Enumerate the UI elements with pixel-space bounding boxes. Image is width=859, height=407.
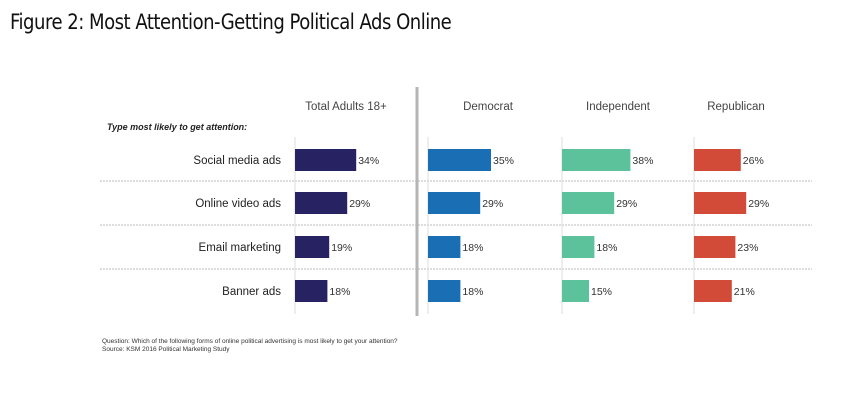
- chart-title: Figure 2: Most Attention-Getting Politic…: [10, 10, 452, 34]
- bar: [428, 192, 481, 214]
- footnote-question: Question: Which of the following forms o…: [102, 338, 398, 345]
- series-header: Independent: [586, 101, 651, 113]
- category-label: Email marketing: [199, 242, 281, 254]
- category-label: Social media ads: [193, 155, 281, 167]
- bar: [694, 149, 741, 171]
- bar: [562, 280, 589, 302]
- data-label: 18%: [462, 242, 483, 254]
- footnote-source: Source: KSM 2016 Political Marketing Stu…: [102, 346, 230, 353]
- bar: [428, 149, 491, 171]
- bar: [562, 192, 615, 214]
- data-label: 29%: [482, 198, 503, 210]
- data-label: 23%: [737, 242, 758, 254]
- data-label: 35%: [493, 155, 514, 167]
- bar: [428, 236, 461, 258]
- data-label: 38%: [632, 155, 653, 167]
- data-label: 29%: [349, 198, 370, 210]
- series-header: Republican: [707, 101, 765, 113]
- data-label: 18%: [596, 242, 617, 254]
- series-header: Democrat: [463, 101, 514, 113]
- category-label: Banner ads: [222, 286, 281, 298]
- data-label: 15%: [591, 286, 612, 298]
- bar: [428, 280, 461, 302]
- bar: [295, 280, 328, 302]
- data-label: 26%: [743, 155, 764, 167]
- data-label: 21%: [734, 286, 755, 298]
- bar: [562, 149, 631, 171]
- data-label: 29%: [616, 198, 637, 210]
- row-header: Type most likely to get attention:: [107, 122, 247, 132]
- bar: [694, 236, 736, 258]
- bar: [295, 149, 357, 171]
- footnote: Question: Which of the following forms o…: [102, 338, 398, 354]
- bar: [295, 192, 348, 214]
- bar: [562, 236, 595, 258]
- series-header: Total Adults 18+: [305, 101, 387, 113]
- bar: [295, 236, 330, 258]
- data-label: 18%: [462, 286, 483, 298]
- data-label: 19%: [331, 242, 352, 254]
- category-label: Online video ads: [195, 198, 281, 210]
- bar: [694, 192, 747, 214]
- data-label: 18%: [329, 286, 350, 298]
- bar: [694, 280, 732, 302]
- data-label: 29%: [748, 198, 769, 210]
- data-label: 34%: [358, 155, 379, 167]
